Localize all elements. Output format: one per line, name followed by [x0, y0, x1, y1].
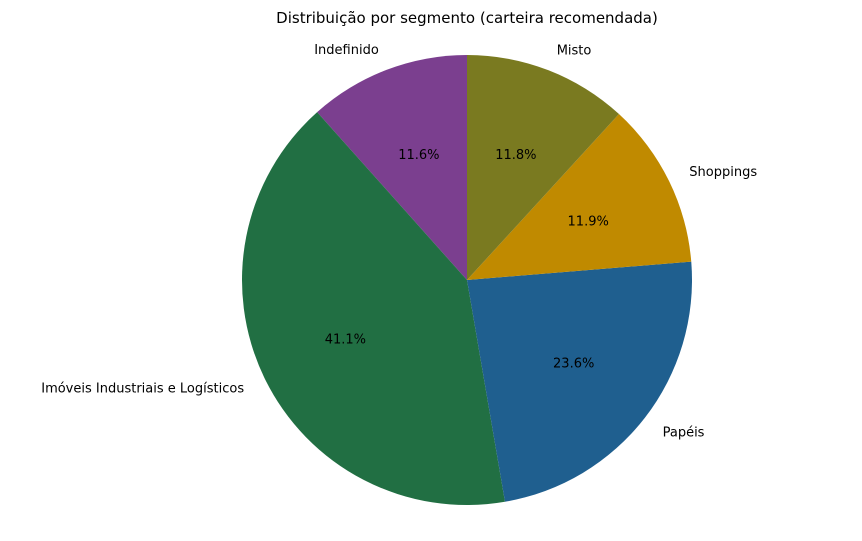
pct-label-2: 41.1% [325, 333, 366, 348]
chart-title: Distribuição por segmento (carteira reco… [276, 9, 658, 27]
pct-label-4: 11.9% [568, 215, 609, 230]
pct-label-3: 23.6% [553, 357, 594, 372]
pie-labels: 11.6% Indefinido 41.1% Imóveis Industriais … [41, 43, 757, 441]
pie-slice-1 [317, 54, 467, 280]
slice-label-3: Papéis [663, 426, 705, 441]
slice-label-4: Shoppings [689, 165, 757, 180]
pie-slices [241, 54, 693, 506]
pie-slice-3 [467, 261, 693, 502]
slice-label-1: Indefinido [314, 43, 379, 58]
pie-slice-4 [467, 114, 692, 280]
pie-slice-5 [467, 54, 619, 280]
slice-label-5: Misto [557, 43, 592, 58]
pct-label-5: 11.8% [495, 148, 536, 163]
pct-label-1: 11.6% [398, 148, 439, 163]
pie-slice-2 [241, 112, 505, 506]
slice-label-2: Imóveis Industriais e Logísticos [41, 382, 244, 397]
